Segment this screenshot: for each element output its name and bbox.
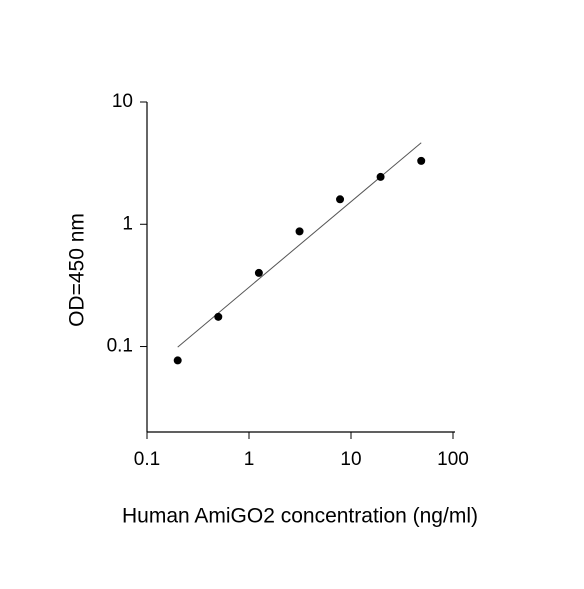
- y-axis-label: OD=450 nm: [66, 213, 89, 327]
- x-tick-label: 10: [340, 449, 361, 470]
- y-tick-label: 10: [112, 91, 133, 112]
- data-point: [173, 356, 182, 365]
- data-point: [417, 156, 426, 165]
- x-tick-label: 1: [244, 449, 255, 470]
- data-point: [376, 172, 385, 181]
- y-tick-label: 1: [122, 213, 133, 234]
- data-point: [295, 227, 304, 236]
- x-tick-label: 100: [437, 449, 469, 470]
- x-tick-label: 0.1: [134, 449, 160, 470]
- fit-line: [177, 142, 422, 348]
- x-axis-label: Human AmiGO2 concentration (ng/ml): [122, 505, 478, 528]
- y-tick-label: 0.1: [107, 336, 133, 357]
- data-point: [214, 312, 223, 321]
- data-point: [254, 268, 263, 277]
- data-point: [336, 195, 345, 204]
